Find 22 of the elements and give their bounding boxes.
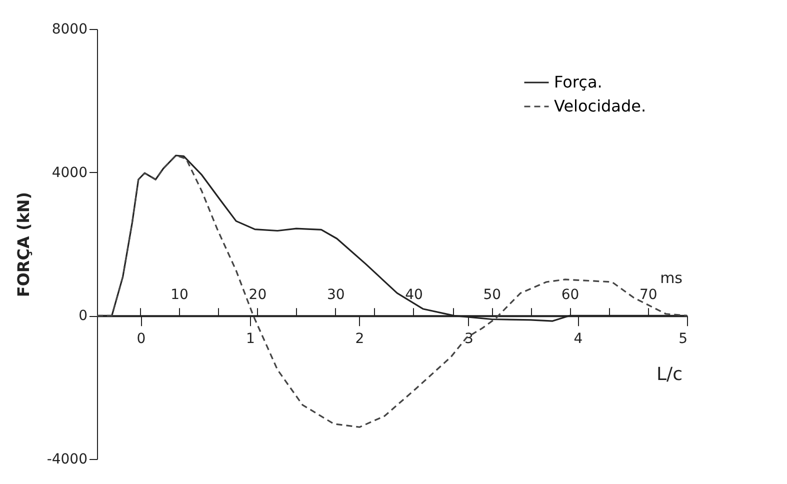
x2-tick-label: 0 <box>136 331 146 348</box>
y-tick-label: 8000 <box>52 22 88 38</box>
x-tick-label: 10 <box>170 287 188 304</box>
x-tick-label: 30 <box>326 287 345 304</box>
y-axis-title: FORÇA (kN) <box>14 192 33 298</box>
y-tick-label: 0 <box>78 308 88 324</box>
x2-tick-label: 3 <box>464 331 474 348</box>
y-tick-label: -4000 <box>46 452 88 468</box>
x2-tick-label: 5 <box>678 331 688 348</box>
x-tick-label: 40 <box>405 287 423 304</box>
x2-tick-label: 2 <box>355 331 364 348</box>
x-tick-label: 70 <box>640 287 658 304</box>
x2-tick-label: 4 <box>574 331 583 348</box>
x2-axis-title: L/c <box>656 364 682 386</box>
legend-label: Velocidade. <box>554 96 646 116</box>
legend-label: Força. <box>554 72 602 92</box>
x-tick-label: 20 <box>248 287 267 304</box>
x-axis-title: ms <box>660 269 683 288</box>
x-tick-label: 60 <box>561 287 580 304</box>
x-tick-label: 50 <box>483 287 502 304</box>
x2-tick-label: 1 <box>246 331 255 348</box>
y-tick-label: 4000 <box>52 164 88 181</box>
